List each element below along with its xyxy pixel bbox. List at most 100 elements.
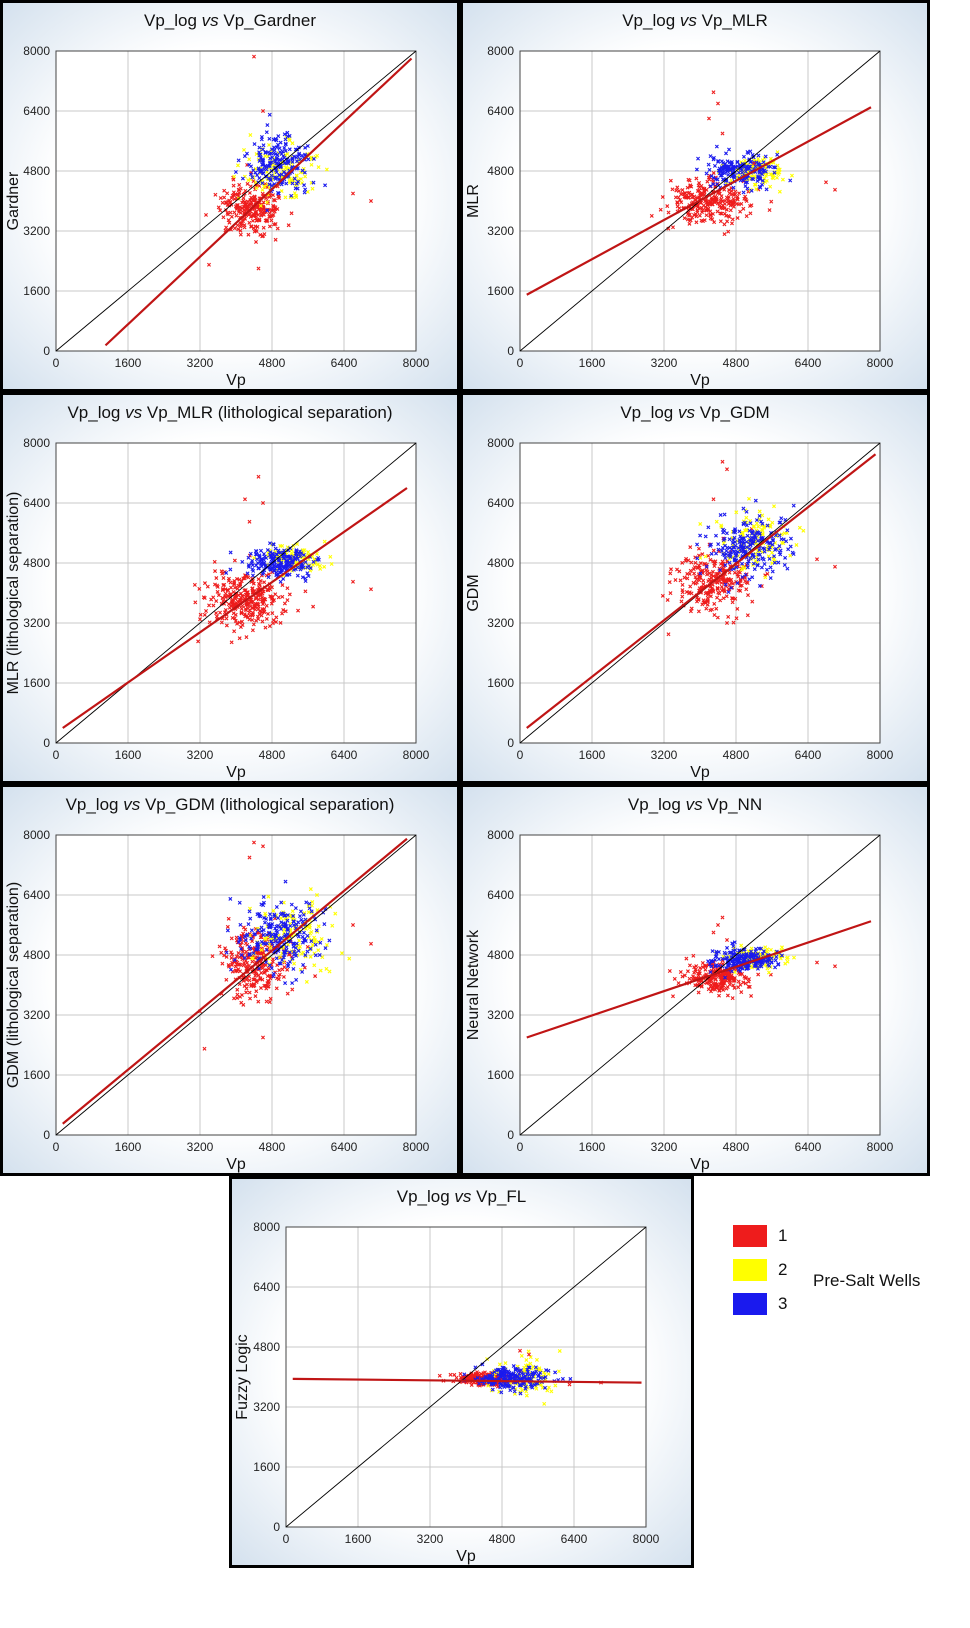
- data-point: [702, 190, 707, 195]
- data-point: [757, 552, 762, 557]
- data-point: [268, 945, 273, 950]
- data-point: [666, 226, 671, 231]
- data-point: [228, 567, 233, 572]
- data-point: [261, 209, 266, 214]
- data-point: [745, 186, 750, 191]
- data-point: [670, 187, 675, 192]
- data-point: [730, 600, 735, 605]
- data-point: [249, 936, 254, 941]
- data-point: [232, 558, 237, 563]
- data-point: [222, 195, 227, 200]
- data-point: [303, 187, 308, 192]
- data-point: [730, 541, 735, 546]
- data-point: [711, 497, 716, 502]
- legend-label: 3: [778, 1294, 788, 1313]
- data-point: [675, 185, 680, 190]
- data-point: [289, 177, 294, 182]
- y-tick-label: 0: [273, 1520, 280, 1534]
- data-point: [737, 948, 742, 953]
- data-point: [313, 953, 318, 958]
- data-point: [536, 1374, 541, 1379]
- data-point: [518, 1391, 523, 1396]
- data-point: [754, 187, 759, 192]
- data-point: [698, 206, 703, 211]
- data-point: [668, 178, 673, 183]
- data-point: [738, 588, 743, 593]
- data-point: [716, 923, 720, 927]
- x-tick-label: 3200: [651, 1140, 678, 1154]
- data-point: [788, 536, 793, 541]
- data-point: [692, 571, 697, 576]
- data-point: [716, 590, 721, 595]
- data-point: [707, 590, 712, 594]
- data-point: [284, 924, 289, 929]
- data-point: [235, 163, 240, 168]
- data-point: [486, 1383, 491, 1388]
- identity-line: [285, 1226, 647, 1528]
- data-point: [238, 228, 243, 233]
- data-point: [704, 606, 709, 611]
- x-tick-label: 4800: [723, 1140, 750, 1154]
- data-point: [704, 213, 709, 218]
- data-point: [266, 575, 271, 580]
- data-point: [707, 167, 712, 172]
- data-point: [278, 165, 283, 170]
- data-point: [779, 953, 784, 958]
- data-point: [741, 959, 746, 964]
- data-point: [226, 218, 231, 223]
- data-point: [703, 534, 708, 539]
- fit-line: [104, 57, 413, 347]
- scatter-plot: 00 1600 1600 3200 3200 4800 4800 6400 6400 8000 80…: [5, 436, 430, 781]
- data-point: [269, 218, 274, 223]
- data-point: [736, 545, 741, 550]
- data-point: [688, 584, 693, 589]
- data-point: [671, 225, 675, 230]
- data-point: [267, 956, 272, 961]
- data-point: [704, 171, 709, 176]
- data-point: [757, 548, 762, 553]
- data-point: [731, 983, 736, 988]
- data-point: [691, 567, 696, 572]
- data-point: [696, 195, 701, 200]
- data-point: [286, 548, 291, 553]
- data-point: [709, 989, 714, 994]
- data-point: [763, 179, 768, 184]
- data-point: [270, 611, 275, 616]
- x-axis-label: Vp: [690, 1156, 710, 1173]
- data-point: [716, 542, 721, 547]
- data-point: [689, 606, 694, 611]
- data-point: [546, 1371, 551, 1376]
- data-point: [212, 582, 217, 587]
- data-point: [262, 969, 267, 974]
- data-point: [524, 1389, 529, 1394]
- data-point: [239, 952, 244, 957]
- data-point: [716, 101, 720, 106]
- plot-border: [55, 50, 417, 352]
- y-tick-label: 4800: [23, 556, 50, 570]
- data-point: [553, 1383, 558, 1388]
- x-tick-label: 4800: [723, 356, 750, 370]
- data-point: [271, 556, 276, 561]
- data-point: [705, 572, 709, 577]
- data-point: [254, 947, 259, 952]
- data-point: [316, 924, 321, 929]
- data-point: [660, 195, 665, 200]
- data-point: [713, 559, 718, 564]
- x-tick-label: 6400: [795, 356, 822, 370]
- y-tick-label: 8000: [23, 828, 50, 842]
- data-point: [256, 166, 261, 171]
- data-point: [710, 959, 715, 964]
- data-point: [241, 925, 246, 930]
- data-point: [254, 942, 259, 947]
- data-point: [770, 569, 775, 574]
- data-point: [230, 597, 235, 602]
- data-point: [300, 555, 305, 560]
- data-point: [224, 977, 229, 982]
- data-point: [251, 622, 256, 627]
- data-point: [737, 529, 742, 534]
- data-point: [369, 587, 373, 592]
- data-point: [324, 943, 329, 947]
- data-point: [222, 953, 227, 958]
- data-point: [268, 924, 273, 929]
- data-point: [833, 964, 837, 969]
